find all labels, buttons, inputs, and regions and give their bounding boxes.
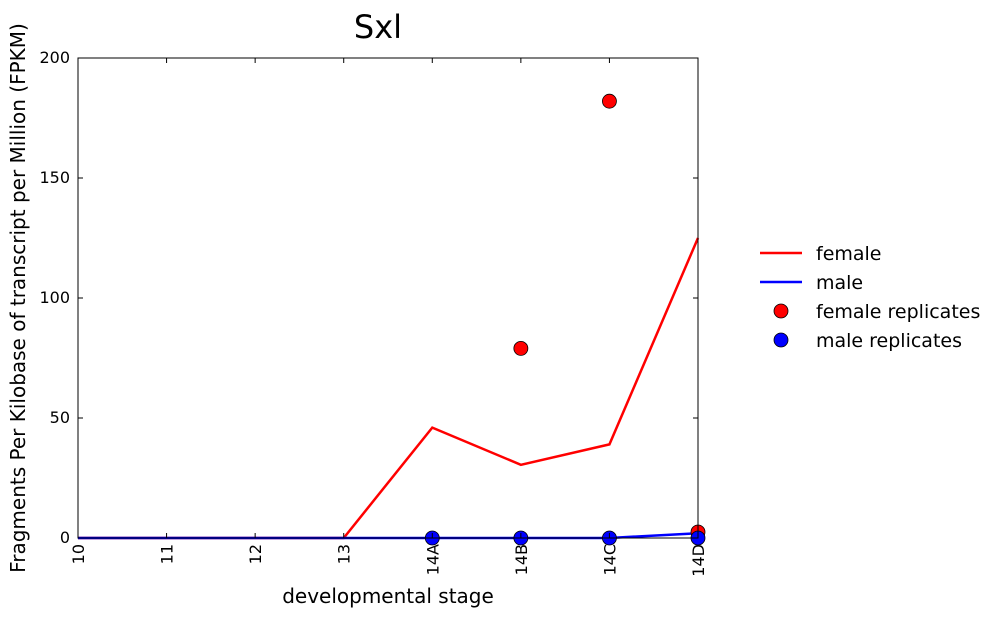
- y-axis-label: Fragments Per Kilobase of transcript per…: [6, 23, 30, 573]
- y-tick-label: 50: [50, 408, 70, 427]
- legend: female male female replicates male replicat…: [760, 243, 980, 352]
- x-tick-label: 14C: [600, 544, 619, 576]
- legend-label: male: [816, 272, 863, 294]
- x-axis-label: developmental stage: [282, 584, 494, 608]
- x-tick-label: 14D: [689, 544, 708, 577]
- y-tick-label: 0: [60, 528, 70, 547]
- y-tick-label: 150: [39, 168, 70, 187]
- y-tick-label: 100: [39, 288, 70, 307]
- legend-marker-swatch: [773, 303, 789, 319]
- legend-marker-swatch: [773, 332, 789, 348]
- data-point-female-replicates: [513, 340, 529, 356]
- x-tick-label: 14A: [423, 544, 442, 575]
- plot-frame: [77, 57, 699, 539]
- legend-label: male replicates: [816, 330, 962, 352]
- x-tick-label: 11: [158, 544, 177, 564]
- axis-ticks: 0 50 100 150 200 10 11 12 13 14A 14B 14C 14D: [39, 48, 708, 577]
- legend-label: female: [816, 243, 882, 265]
- chart-title: Sxl: [354, 8, 402, 46]
- y-tick-label: 200: [39, 48, 70, 67]
- x-tick-label: 12: [246, 544, 265, 564]
- plot-area: [78, 93, 706, 546]
- legend-label: female replicates: [816, 301, 980, 323]
- x-tick-label: 10: [69, 544, 88, 564]
- x-tick-label: 14B: [512, 544, 531, 575]
- data-point-female-replicates: [602, 93, 617, 109]
- series-line-female: [78, 237, 700, 540]
- x-tick-label: 13: [335, 544, 354, 564]
